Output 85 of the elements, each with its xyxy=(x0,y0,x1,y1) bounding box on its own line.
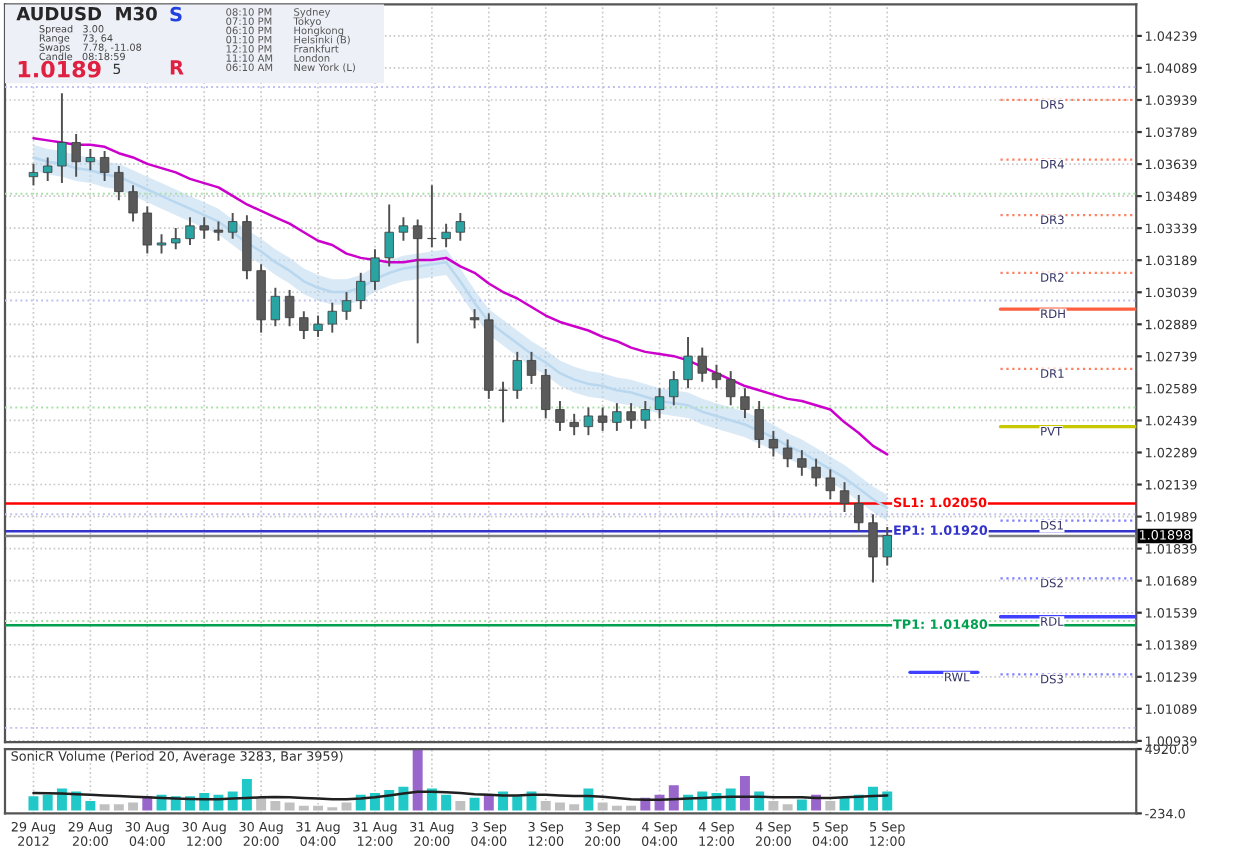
candlestick xyxy=(71,132,81,178)
bar xyxy=(739,775,750,811)
candlestick xyxy=(142,205,152,255)
candlestick xyxy=(683,335,693,390)
bar xyxy=(441,794,452,811)
bar xyxy=(284,802,295,811)
bar xyxy=(99,804,110,811)
candlestick xyxy=(726,370,736,407)
candlestick xyxy=(327,301,337,334)
candlestick xyxy=(341,291,352,321)
candlestick xyxy=(171,226,181,251)
candlestick xyxy=(654,387,665,420)
candlestick xyxy=(356,271,366,311)
candlestick xyxy=(313,314,323,338)
candlestick xyxy=(128,184,138,223)
bar xyxy=(668,785,679,811)
annotation: R xyxy=(170,60,184,75)
candlestick xyxy=(299,310,309,341)
candlestick xyxy=(28,162,39,187)
bar xyxy=(569,804,580,811)
candlestick xyxy=(597,406,608,432)
candlestick xyxy=(640,400,651,430)
candlestick xyxy=(185,216,195,247)
candlestick xyxy=(156,233,167,255)
bar xyxy=(782,804,793,811)
candlestick xyxy=(711,363,722,390)
bar xyxy=(554,802,565,811)
candlestick xyxy=(797,449,807,477)
bar xyxy=(839,797,850,811)
annotation: 1.0189 xyxy=(18,60,101,78)
bar xyxy=(796,799,807,811)
candlestick xyxy=(441,222,451,249)
candlestick xyxy=(612,402,622,432)
bar xyxy=(85,800,96,811)
candlestick xyxy=(85,147,96,172)
candlestick xyxy=(555,400,565,432)
candlestick xyxy=(512,350,522,400)
bar xyxy=(28,796,39,811)
candlestick xyxy=(284,288,295,328)
bar xyxy=(42,794,53,811)
bar xyxy=(113,804,124,811)
candlestick xyxy=(811,457,821,488)
annotation: S xyxy=(170,6,182,22)
candlestick xyxy=(427,184,437,249)
candlestick xyxy=(854,494,864,533)
bar xyxy=(583,788,594,811)
candlestick xyxy=(839,481,850,514)
candlestick xyxy=(782,438,793,469)
bar xyxy=(241,779,252,811)
candlestick xyxy=(768,429,779,458)
candlestick xyxy=(669,370,679,407)
candlestick xyxy=(697,346,707,383)
bar xyxy=(455,800,466,811)
candlestick xyxy=(740,387,750,420)
line-series xyxy=(32,136,889,456)
candlestick xyxy=(114,165,124,202)
candlestick xyxy=(526,350,537,385)
candlestick xyxy=(398,216,409,242)
candlestick xyxy=(825,468,835,501)
candlestick xyxy=(498,380,508,424)
candlestick xyxy=(541,367,551,420)
candlestick xyxy=(868,513,878,584)
candlestick xyxy=(227,212,238,240)
candlestick xyxy=(882,526,892,567)
bar xyxy=(412,749,423,811)
candlestick xyxy=(270,286,281,328)
bar xyxy=(128,802,139,811)
candlestick xyxy=(469,308,480,330)
candlestick xyxy=(626,402,636,430)
candlestick xyxy=(569,412,579,437)
candlestick xyxy=(57,92,67,185)
bar xyxy=(512,796,523,811)
bar xyxy=(270,800,281,811)
bar xyxy=(469,797,480,811)
candlestick xyxy=(199,216,209,240)
candlestick xyxy=(99,150,110,182)
candlestick xyxy=(43,156,53,182)
candlestick xyxy=(455,212,466,242)
candlestick xyxy=(754,400,764,449)
candlestick xyxy=(370,248,380,291)
candlestick xyxy=(583,406,594,437)
candlestick xyxy=(213,220,224,242)
annotation: AUDUSD M30 xyxy=(16,6,157,21)
candlestick xyxy=(412,218,423,345)
candlestick xyxy=(384,203,394,268)
